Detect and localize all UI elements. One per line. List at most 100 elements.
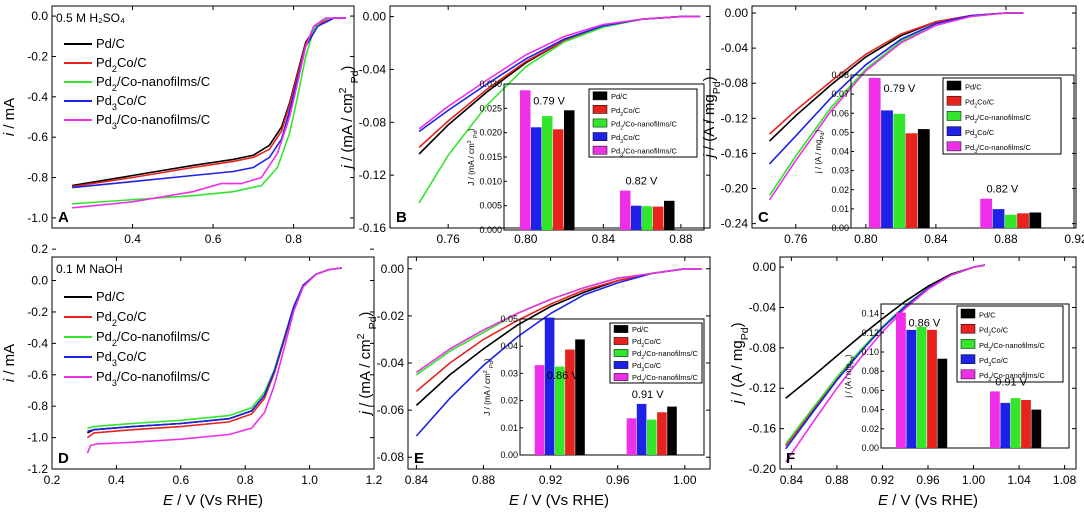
panel-A: 0.4 0.6 0.8 0.0 -0.2 -0.4 -0.6 -0.8 -1.0 i / mA A 0… [1, 5, 355, 246]
x-tick-label: 1.04 [1007, 473, 1031, 487]
series-line-E-5 [415, 268, 702, 374]
inset-legend-swatch-C-2 [946, 95, 962, 106]
inset-y-tick-label: 0.08 [831, 70, 849, 80]
inset-y-tick-label: 0.05 [831, 127, 849, 137]
inset-legend-swatch-B-5 [592, 145, 608, 155]
y-axis-label-C: j / (A / mgPd) [701, 76, 723, 159]
inset-y-tick-label: 0.030 [479, 79, 502, 89]
inset-y-tick-label: 0.00 [861, 443, 879, 453]
inset-bar-B-g2-1 [664, 200, 675, 230]
inset-y-tick-label: 0.00 [500, 450, 518, 460]
inset-legend-swatch-F-3 [960, 339, 976, 349]
inset-y-tick-label: 0.06 [831, 108, 849, 118]
inset-legend-label-B-1: Pd/C [611, 92, 628, 101]
x-tick-label: 1.08 [1053, 473, 1077, 487]
y-tick-label: -1.2 [27, 462, 48, 476]
inset-legend-swatch-E-1 [613, 325, 629, 333]
inset-legend-box-E [609, 322, 703, 384]
inset-bar-B-g1-4 [531, 127, 542, 230]
inset-y-tick-label: 0.12 [861, 328, 879, 338]
inset-bar-F-g2-3 [1010, 398, 1021, 448]
inset-legend-label-E-2: Pd2Co/C [632, 337, 662, 349]
inset-bar-C-g2-5 [980, 198, 993, 228]
x-tick-label: 1.0 [301, 473, 318, 487]
inset-legend-label-E-1: Pd/C [632, 325, 649, 334]
inset-legend-swatch-E-3 [613, 349, 629, 357]
x-axis-label-D: E / V (Vs RHE) [163, 492, 263, 509]
y-tick-label: -0.08 [749, 341, 777, 355]
inset-bar-C-g1-4 [881, 110, 893, 228]
inset-E: 0.00 0.01 0.02 0.03 0.04 0.05 J / (mA / cm2 Pd… [483, 314, 705, 460]
inset-bar-E-g2-5 [626, 418, 637, 455]
inset-legend-swatch-F-2 [960, 323, 976, 334]
y-tick-label: -0.6 [27, 368, 48, 382]
inset-bar-B-g2-5 [620, 190, 631, 230]
x-tick-label: 0.84 [780, 473, 804, 487]
x-tick-label: 0.76 [784, 232, 808, 246]
y-tick-label: -0.04 [359, 62, 387, 76]
inset-bar-B-g2-4 [631, 205, 642, 230]
panel-letter-E: E [414, 450, 424, 467]
y-axis-label-F: j / (A / mgPd) [729, 322, 751, 405]
inset-y-axis-label-C: j / (A / mgPd) [814, 130, 826, 175]
legend-label-A-2: Pd2Co/C [96, 55, 147, 74]
inset-bar-C-g1-1 [917, 129, 930, 228]
inset-y-tick-label: 0.00 [831, 223, 849, 233]
inset-legend-swatch-B-4 [592, 132, 608, 141]
inset-y-tick-label: 0.05 [500, 314, 518, 324]
inset-legend-swatch-C-3 [946, 111, 962, 121]
inset-group-label-B-1: 0.79 V [533, 95, 565, 107]
inset-legend-label-B-2: Pd2Co/C [611, 106, 641, 118]
inset-bar-E-g1-3 [555, 366, 565, 455]
series-line-D-5 [86, 267, 342, 454]
plot-frame-A [51, 5, 355, 229]
inset-legend-label-C-1: Pd/C [965, 82, 982, 91]
inset-frame-F [880, 303, 1070, 449]
x-tick-label: 0.92 [1064, 232, 1084, 246]
inset-legend-label-E-4: Pd3Co/C [632, 361, 662, 373]
inset-legend-label-C-2: Pd2Co/C [965, 98, 995, 110]
inset-legend-swatch-B-2 [592, 105, 608, 114]
inset-y-tick-label: 0.02 [500, 396, 518, 406]
inset-y-tick-label: 0.02 [861, 424, 879, 434]
inset-group-label-C-2: 0.82 V [986, 184, 1018, 196]
inset-legend-swatch-B-1 [592, 91, 608, 101]
x-tick-label: 0.96 [916, 473, 940, 487]
legend-label-A-5: Pd3/Co-nanofilms/C [96, 112, 210, 131]
inset-bar-C-g2-3 [1004, 214, 1017, 228]
inset-bar-E-g2-3 [647, 419, 657, 455]
inset-y-tick-label: 0.000 [479, 225, 502, 235]
inset-bar-F-g1-1 [937, 358, 948, 448]
inset-legend-label-B-3: Pd2/Co-nanofilms/C [611, 119, 677, 131]
inset-bar-F-g2-1 [1031, 409, 1042, 448]
inset-bar-B-g1-5 [520, 90, 531, 230]
x-axis-label-F: E / V (Vs RHE) [878, 492, 978, 509]
legend-label-D-5: Pd3/Co-nanofilms/C [96, 369, 210, 388]
inset-bar-E-g2-2 [657, 412, 667, 455]
panel-letter-A: A [58, 209, 69, 226]
inset-legend-label-F-2: Pd2Co/C [979, 326, 1009, 338]
x-tick-label: 0.88 [669, 232, 693, 246]
y-axis-label-B: j / (mA / cm2 Pd) [337, 66, 361, 171]
inset-y-tick-label: 0.01 [500, 423, 518, 433]
legend-label-D-4: Pd3Co/C [96, 349, 147, 368]
y-tick-label: 0.00 [363, 10, 387, 24]
inset-y-tick-label: 0.020 [479, 128, 502, 138]
panel-B: 0.76 0.80 0.84 0.88 0.00 -0.04 -0.08 -0.12 -0.16… [337, 5, 711, 246]
panel-C: 0.76 0.80 0.84 0.88 0.92 0.00 -0.04 -0.08 -0.12 -… [701, 5, 1084, 246]
inset-y-tick-label: 0.015 [479, 152, 502, 162]
inset-bar-E-g1-5 [534, 365, 545, 455]
y-tick-label: -0.04 [749, 300, 777, 314]
inset-legend-swatch-F-5 [960, 369, 976, 380]
panel-letter-F: F [786, 450, 795, 467]
inset-y-tick-label: 0.02 [831, 185, 849, 195]
y-tick-label: -0.08 [721, 76, 749, 90]
legend-label-A-1: Pd/C [96, 36, 125, 51]
inset-bar-E-g2-1 [667, 406, 677, 455]
y-tick-label: -0.20 [749, 462, 777, 476]
inset-y-axis-label-F: j / (A / mgPd) [844, 354, 856, 399]
inset-bar-F-g2-4 [1000, 402, 1011, 448]
inset-legend-box-B [588, 88, 698, 158]
inset-y-axis-label-E: J / (mA / cm2 Pd) [483, 358, 495, 415]
